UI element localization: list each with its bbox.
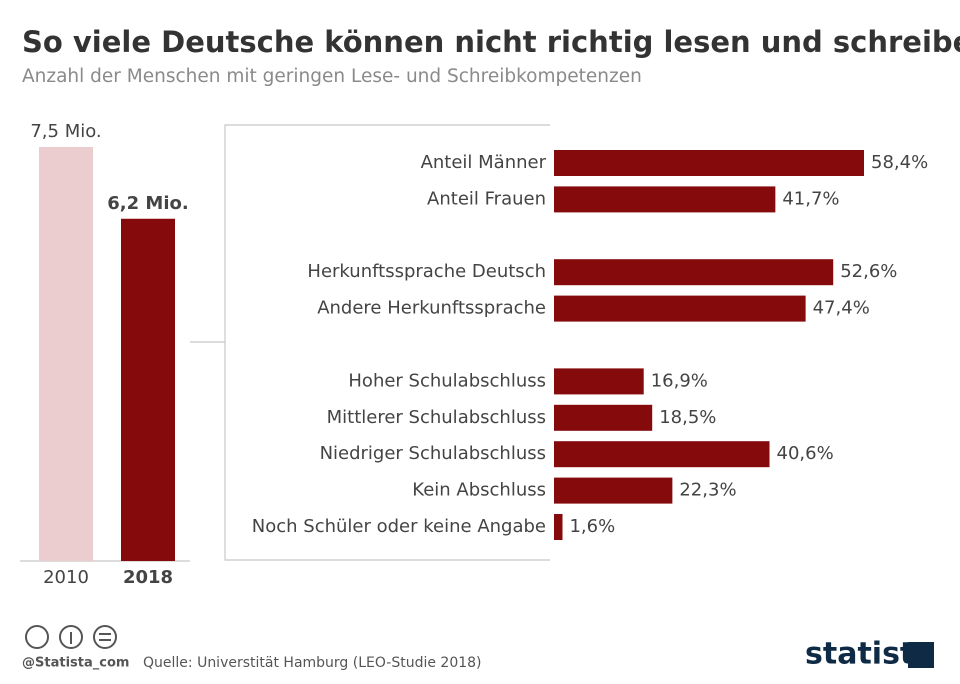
- value-label: 47,4%: [813, 298, 870, 319]
- bar: [554, 368, 644, 395]
- credit: @Statista_com: [22, 656, 129, 671]
- bar: [554, 186, 776, 213]
- category-label: Hoher Schulabschluss: [348, 370, 546, 391]
- category-label: Herkunftssprache Deutsch: [307, 261, 546, 282]
- category-label: Anteil Männer: [421, 152, 547, 173]
- bar: [554, 295, 806, 322]
- value-label: 18,5%: [659, 407, 716, 428]
- value-label: 52,6%: [840, 261, 897, 282]
- bar: [554, 150, 864, 176]
- category-label: Mittlerer Schulabschluss: [327, 407, 546, 428]
- value-label: 58,4%: [871, 152, 928, 173]
- category-label: Noch Schüler oder keine Angabe: [252, 516, 546, 537]
- value-label: 16,9%: [651, 370, 708, 391]
- category-label: Andere Herkunftssprache: [317, 298, 546, 319]
- bar: [554, 259, 834, 286]
- source: Quelle: Universtität Hamburg (LEO-Studie…: [143, 655, 482, 671]
- nd-icon: [93, 625, 117, 649]
- category-label: 2018: [123, 567, 173, 588]
- value-label: 41,7%: [782, 188, 839, 209]
- bar: [121, 218, 175, 561]
- title: So viele Deutsche können nicht richtig l…: [22, 25, 960, 59]
- bar: [554, 441, 770, 468]
- cc-icon: [25, 625, 49, 649]
- bar: [554, 404, 653, 431]
- by-icon: [59, 625, 83, 649]
- bar: [39, 147, 93, 561]
- logo-icon: [908, 642, 934, 668]
- value-label: 1,6%: [569, 516, 615, 537]
- value-label: 22,3%: [679, 480, 736, 501]
- footer: [25, 625, 117, 649]
- value-label: 7,5 Mio.: [30, 121, 101, 142]
- bar: [554, 514, 563, 540]
- subtitle: Anzahl der Menschen mit geringen Lese- u…: [22, 66, 642, 87]
- category-label: Niedriger Schulabschluss: [320, 443, 546, 464]
- category-label: 2010: [43, 567, 89, 588]
- value-label: 6,2 Mio.: [107, 193, 188, 214]
- bar: [554, 477, 673, 504]
- category-label: Anteil Frauen: [427, 188, 546, 209]
- value-label: 40,6%: [777, 443, 834, 464]
- category-label: Kein Abschluss: [412, 480, 546, 501]
